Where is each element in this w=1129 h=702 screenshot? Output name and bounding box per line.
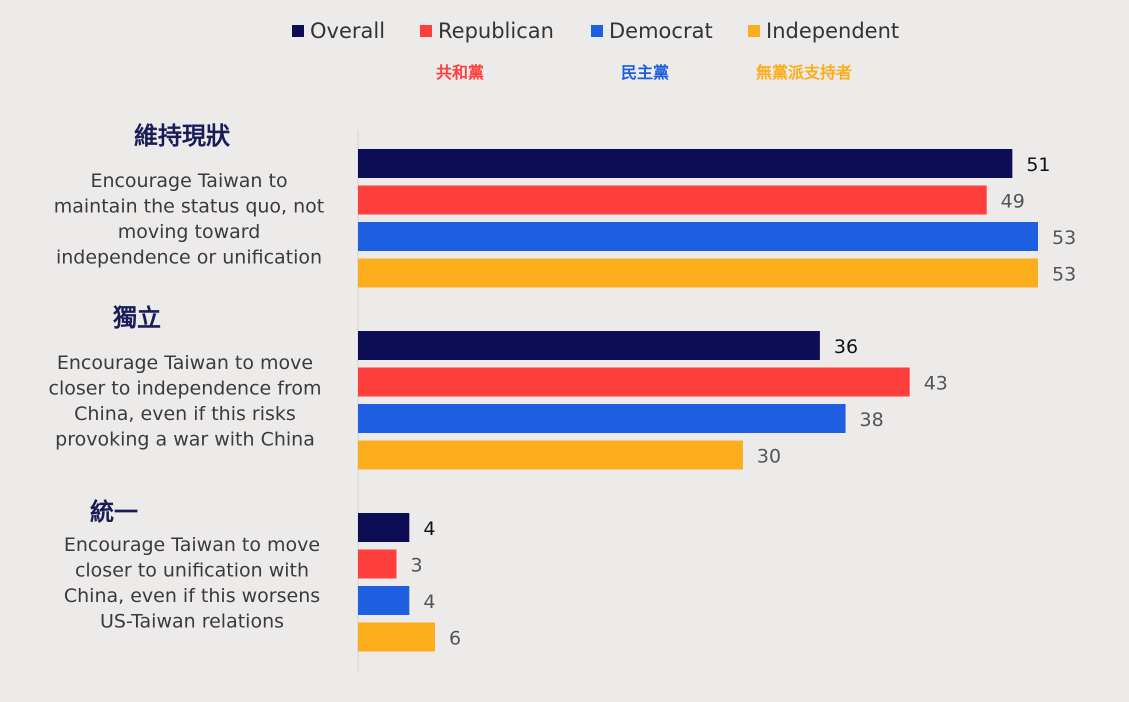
data-label-democrat-1: 53	[1052, 227, 1076, 249]
category-desc-line: US-Taiwan relations	[100, 611, 284, 633]
category-desc-line: provoking a war with China	[55, 429, 315, 451]
bar-republican-3	[358, 549, 397, 579]
legend-cn-label-republican: 共和黨	[436, 63, 484, 82]
legend-label-overall: Overall	[310, 19, 385, 43]
legend-label-democrat: Democrat	[609, 19, 713, 43]
category-title-3: 統一	[90, 498, 138, 526]
bar-independent-3	[358, 622, 435, 652]
legend: Overall Republican 共和黨 Democrat 民主黨 Independe…	[292, 19, 899, 82]
category-desc-line: maintain the status quo, not	[54, 196, 325, 218]
bar-overall-2	[358, 331, 820, 360]
bar-democrat-3	[358, 586, 410, 615]
bar-independent-1	[358, 258, 1038, 288]
data-label-overall-1: 51	[1026, 154, 1050, 176]
legend-swatch-democrat	[591, 25, 603, 37]
bar-republican-2	[358, 367, 910, 397]
category-desc-line: moving toward	[118, 221, 261, 243]
category-desc-line: closer to independence from	[49, 378, 322, 400]
legend-cn-label-independent: 無黨派支持者	[756, 63, 852, 82]
data-label-democrat-2: 38	[860, 409, 884, 431]
legend-cn-label-democrat: 民主黨	[621, 63, 669, 82]
legend-swatch-independent	[748, 25, 760, 37]
category-desc-line: Encourage Taiwan to	[90, 170, 287, 192]
category-title-1: 維持現狀	[134, 122, 231, 150]
category-labels: 維持現狀 Encourage Taiwan to maintain the stat…	[49, 122, 325, 633]
category-title-2: 獨立	[112, 304, 161, 332]
data-label-republican-2: 43	[924, 373, 948, 395]
bar-independent-2	[358, 440, 743, 470]
data-label-independent-2: 30	[757, 446, 781, 468]
legend-swatch-republican	[420, 25, 432, 37]
category-desc-line: China, even if this risks	[74, 403, 296, 425]
data-label-independent-1: 53	[1052, 264, 1076, 286]
data-label-republican-3: 3	[410, 555, 422, 577]
category-desc-line: Encourage Taiwan to move	[57, 352, 313, 374]
legend-swatch-overall	[292, 25, 304, 37]
category-desc-line: closer to unification with	[75, 560, 309, 582]
bar-overall-3	[358, 513, 410, 542]
bar-republican-1	[358, 185, 987, 215]
category-desc-line: independence or unification	[56, 247, 322, 269]
bar-democrat-1	[358, 222, 1038, 251]
bar-overall-1	[358, 149, 1013, 178]
bar-democrat-2	[358, 404, 846, 433]
category-desc-line: China, even if this worsens	[64, 585, 320, 607]
data-label-democrat-3: 4	[423, 591, 435, 613]
data-label-independent-3: 6	[449, 628, 461, 650]
data-label-overall-3: 4	[423, 518, 435, 540]
bars: 51 36 4 49 43 3 53 38 4 53 30 6	[358, 149, 1076, 652]
data-label-overall-2: 36	[834, 336, 858, 358]
legend-label-independent: Independent	[766, 19, 899, 43]
data-label-republican-1: 49	[1001, 191, 1025, 213]
legend-label-republican: Republican	[438, 19, 554, 43]
category-desc-line: Encourage Taiwan to move	[64, 534, 320, 556]
